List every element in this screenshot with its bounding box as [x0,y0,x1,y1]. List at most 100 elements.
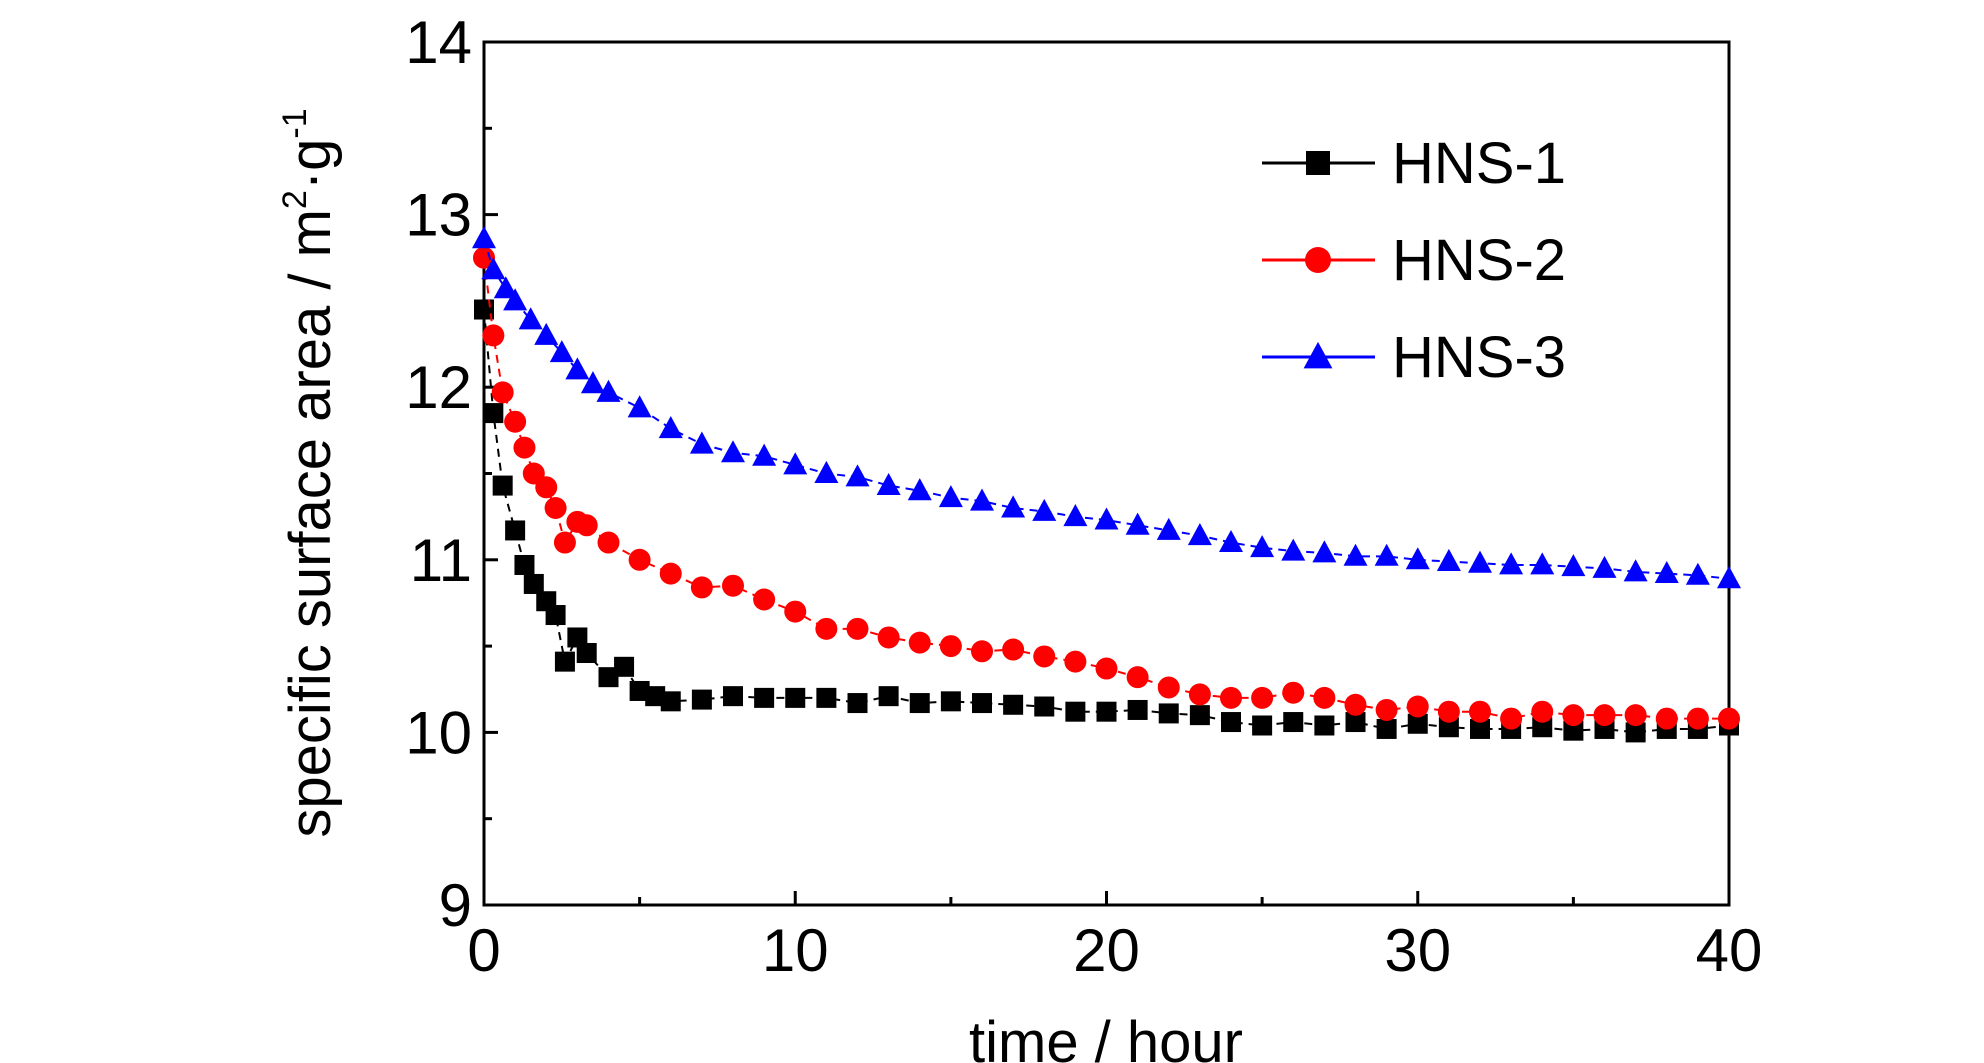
y-axis-label-main: specific surface area / m [278,209,343,838]
data-point [784,600,807,623]
data-point [1283,712,1304,733]
data-point [1686,707,1709,730]
data-point [691,689,712,710]
data-point [846,617,869,640]
data-point [847,693,868,714]
data-point [1718,707,1740,730]
data-point [1375,698,1398,721]
series-hns-3 [472,226,1741,589]
data-point [1376,718,1397,739]
data-point [1156,517,1181,540]
data-point [503,288,528,311]
data-point [523,573,544,594]
data-point [658,416,683,439]
legend-item-hns-3: HNS-3 [1262,325,1566,390]
data-point [1281,538,1306,561]
data-point [1032,498,1057,521]
y-axis-label-mid: ·g [278,139,343,191]
data-point [753,588,776,611]
data-point [549,340,574,363]
data-point [598,667,619,688]
y-tick-label: 9 [439,872,472,939]
legend-label: HNS-2 [1392,228,1566,293]
data-point [1499,552,1524,575]
legend-label: HNS-3 [1392,325,1566,390]
data-point [482,324,505,347]
data-point [1065,701,1086,722]
data-point [1717,566,1741,589]
data-point [908,631,931,654]
series-line [483,257,1729,720]
data-point [472,226,496,249]
data-point [629,680,650,701]
data-point [1252,715,1273,736]
data-point [659,562,682,585]
data-point [752,443,777,466]
data-point [1127,699,1148,720]
data-point [481,257,506,280]
data-point [545,605,566,626]
data-point [939,635,962,658]
data-point [596,379,621,402]
y-tick-label: 11 [410,527,472,594]
data-point [783,452,808,475]
data-point [785,687,806,708]
data-point [1001,495,1026,518]
data-point [1531,700,1554,723]
data-point [1562,704,1585,727]
data-point [1250,535,1275,558]
data-point [1563,720,1584,741]
series-layer [472,226,1741,743]
data-point [1407,713,1428,734]
data-point [553,531,576,554]
data-point [1003,694,1024,715]
data-point [565,357,590,380]
data-point [580,371,605,394]
data-point [1470,718,1490,739]
data-point [575,514,598,537]
series-hns-1 [474,299,1739,743]
tick-labels: 0 10 20 30 40 9 10 11 12 13 14 [405,9,1762,984]
data-point [754,687,775,708]
data-point [554,651,575,672]
data-point [1468,550,1492,573]
data-point [1126,666,1149,689]
data-point [544,497,567,520]
data-point [689,431,714,454]
data-point [971,640,993,663]
legend-label: HNS-1 [1392,131,1566,196]
data-point [1469,700,1491,723]
data-point [1344,693,1367,716]
data-point [1095,657,1118,680]
y-tick-label: 12 [405,354,472,421]
data-point [576,643,597,664]
data-point [814,460,839,483]
data-point [1500,707,1523,730]
data-point [815,617,838,640]
data-point [1002,638,1025,661]
legend-marker [1306,151,1330,175]
data-point [1188,683,1211,706]
y-axis-label: specific surface area / m2·g-1 [276,108,343,837]
legend-marker [1305,247,1331,273]
data-point [1219,529,1243,552]
data-point [493,276,518,299]
data-point [1436,548,1461,571]
data-point [1189,705,1210,726]
data-point [1625,722,1646,743]
data-point [721,440,745,463]
data-point [505,520,526,541]
x-tick-label: 30 [1384,917,1451,984]
data-point [1405,547,1430,570]
data-point [514,554,535,575]
data-point [1312,540,1337,563]
data-point [1655,707,1678,730]
legend-item-hns-2: HNS-2 [1262,228,1566,293]
data-point [1343,543,1368,566]
data-point [1063,504,1088,527]
data-point [504,410,527,433]
data-point [1251,686,1274,709]
data-point [1532,717,1553,738]
data-point [1593,704,1616,727]
